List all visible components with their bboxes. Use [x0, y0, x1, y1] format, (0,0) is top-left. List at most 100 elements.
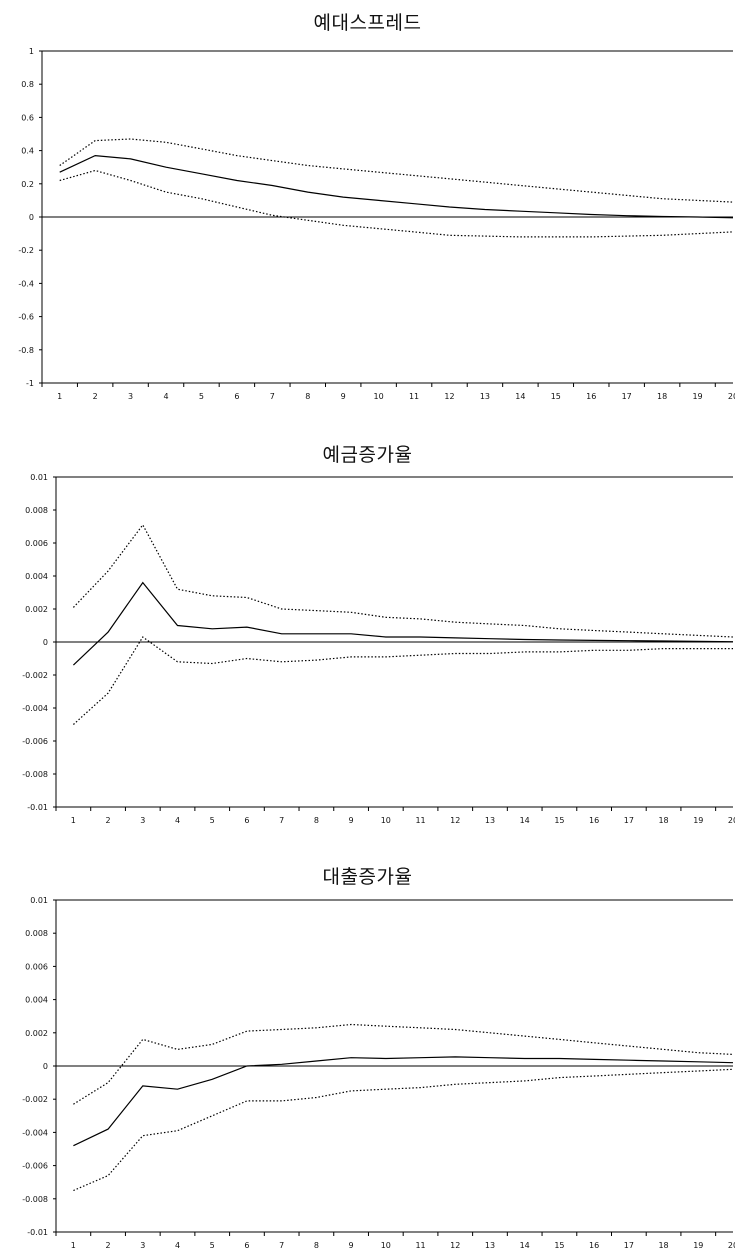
- x-tick-label-loan: 18: [658, 1241, 668, 1250]
- x-tick-label-loan: 12: [450, 1241, 460, 1250]
- y-tick-label-deposit: -0.01: [27, 803, 48, 812]
- y-tick-label-spread: -0.8: [18, 346, 34, 355]
- y-tick-label-spread: -0.6: [18, 313, 34, 322]
- y-tick-label-deposit: -0.004: [22, 704, 48, 713]
- y-tick-label-deposit: -0.002: [22, 671, 48, 680]
- x-tick-label-spread: 3: [128, 392, 133, 401]
- x-tick-label-deposit: 13: [485, 816, 495, 825]
- chart-title-deposit: 예금증가율: [322, 444, 413, 466]
- x-tick-label-loan: 8: [314, 1241, 319, 1250]
- y-tick-label-loan: 0.008: [25, 929, 48, 938]
- x-tick-label-loan: 10: [381, 1241, 391, 1250]
- x-tick-label-loan: 15: [554, 1241, 564, 1250]
- y-tick-label-loan: -0.002: [22, 1095, 48, 1104]
- y-tick-label-loan: -0.006: [22, 1162, 48, 1171]
- x-tick-label-deposit: 19: [693, 816, 703, 825]
- y-tick-label-loan: 0: [43, 1062, 48, 1071]
- y-tick-label-loan: 0.004: [25, 996, 48, 1005]
- x-tick-label-deposit: 5: [210, 816, 215, 825]
- y-tick-label-spread: 0: [29, 213, 34, 222]
- x-tick-label-deposit: 3: [140, 816, 145, 825]
- y-tick-label-loan: -0.004: [22, 1128, 48, 1137]
- x-tick-label-loan: 1: [71, 1241, 76, 1250]
- x-tick-label-spread: 18: [657, 392, 667, 401]
- x-tick-label-deposit: 15: [554, 816, 564, 825]
- y-tick-label-spread: -1: [26, 379, 34, 388]
- x-tick-label-spread: 16: [586, 392, 596, 401]
- x-tick-label-loan: 4: [175, 1241, 180, 1250]
- y-tick-label-deposit: 0.006: [25, 539, 48, 548]
- confidence-band-line-deposit-1: [72, 523, 734, 638]
- x-tick-label-spread: 20: [728, 392, 735, 401]
- x-tick-label-deposit: 4: [175, 816, 180, 825]
- y-tick-label-loan: 0.002: [25, 1029, 48, 1038]
- x-tick-label-deposit: 10: [381, 816, 391, 825]
- response-line-spread-0: [59, 154, 734, 219]
- x-tick-label-spread: 10: [374, 392, 384, 401]
- x-tick-label-deposit: 9: [349, 816, 354, 825]
- x-tick-label-deposit: 18: [658, 816, 668, 825]
- x-tick-label-spread: 12: [444, 392, 454, 401]
- confidence-band-line-spread-1: [59, 138, 734, 203]
- x-tick-label-deposit: 14: [520, 816, 530, 825]
- x-tick-label-loan: 20: [728, 1241, 735, 1250]
- x-tick-label-loan: 11: [415, 1241, 425, 1250]
- x-tick-label-spread: 15: [551, 392, 561, 401]
- x-tick-label-spread: 7: [270, 392, 275, 401]
- x-tick-label-loan: 14: [520, 1241, 530, 1250]
- x-tick-label-deposit: 12: [450, 816, 460, 825]
- x-tick-label-deposit: 8: [314, 816, 319, 825]
- chart-title-loan: 대출증가율: [322, 866, 413, 888]
- confidence-band-line-deposit-2: [72, 636, 733, 725]
- x-tick-label-loan: 7: [279, 1241, 284, 1250]
- x-tick-label-spread: 8: [305, 392, 310, 401]
- confidence-band-line-loan-2: [73, 1068, 734, 1192]
- x-tick-label-deposit: 6: [244, 816, 249, 825]
- y-tick-label-spread: -0.2: [18, 246, 34, 255]
- x-tick-label-spread: 5: [199, 392, 204, 401]
- x-tick-label-loan: 17: [624, 1241, 634, 1250]
- y-tick-label-deposit: 0.004: [25, 572, 48, 581]
- confidence-band-line-loan-1: [73, 1023, 734, 1105]
- x-tick-label-deposit: 1: [71, 816, 76, 825]
- x-tick-label-loan: 3: [140, 1241, 145, 1250]
- y-tick-label-spread: -0.4: [18, 279, 34, 288]
- x-tick-label-spread: 2: [93, 392, 98, 401]
- x-tick-label-deposit: 7: [279, 816, 284, 825]
- x-tick-label-spread: 13: [480, 392, 490, 401]
- x-tick-label-spread: 19: [692, 392, 702, 401]
- confidence-band-line-spread-2: [59, 169, 734, 238]
- y-tick-label-loan: -0.008: [22, 1195, 48, 1204]
- y-tick-label-spread: 0.2: [21, 180, 34, 189]
- response-line-deposit-0: [72, 581, 734, 666]
- x-tick-label-spread: 11: [409, 392, 419, 401]
- x-tick-label-spread: 4: [163, 392, 168, 401]
- y-tick-label-loan: 0.01: [30, 896, 48, 905]
- y-tick-label-loan: 0.006: [25, 962, 48, 971]
- x-tick-label-deposit: 17: [624, 816, 634, 825]
- chart-title-spread: 예대스프레드: [313, 12, 422, 34]
- y-tick-label-deposit: 0.002: [25, 605, 48, 614]
- y-tick-label-deposit: 0: [43, 638, 48, 647]
- x-tick-label-deposit: 16: [589, 816, 599, 825]
- x-tick-label-spread: 14: [515, 392, 525, 401]
- x-tick-label-loan: 13: [485, 1241, 495, 1250]
- x-tick-label-spread: 6: [234, 392, 239, 401]
- x-tick-label-spread: 17: [622, 392, 632, 401]
- y-tick-label-loan: -0.01: [27, 1228, 48, 1237]
- response-line-loan-0: [73, 1056, 734, 1147]
- x-tick-label-deposit: 2: [106, 816, 111, 825]
- y-tick-label-deposit: 0.01: [30, 473, 48, 482]
- y-tick-label-spread: 0.8: [21, 80, 34, 89]
- y-tick-label-spread: 1: [29, 47, 34, 56]
- x-tick-label-spread: 1: [57, 392, 62, 401]
- y-tick-label-spread: 0.6: [21, 113, 34, 122]
- x-tick-label-spread: 9: [341, 392, 346, 401]
- x-tick-label-deposit: 20: [728, 816, 735, 825]
- x-tick-label-loan: 6: [244, 1241, 249, 1250]
- y-tick-label-deposit: -0.006: [22, 737, 48, 746]
- y-tick-label-spread: 0.4: [21, 147, 34, 156]
- y-tick-label-deposit: -0.008: [22, 770, 48, 779]
